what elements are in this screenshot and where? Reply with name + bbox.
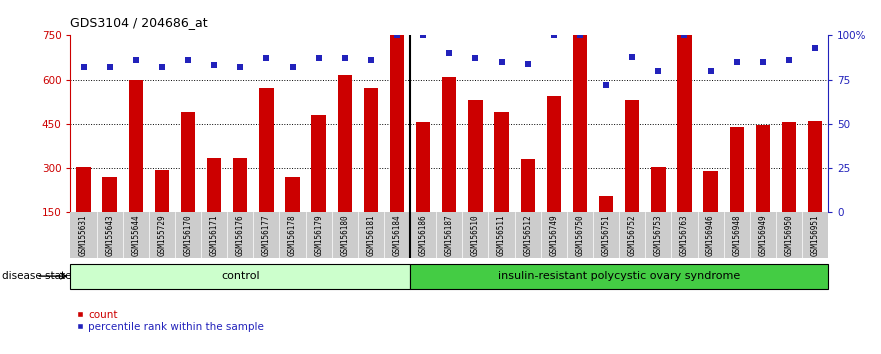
Bar bbox=[337, 75, 352, 212]
Text: control: control bbox=[221, 271, 260, 281]
Text: GSM156752: GSM156752 bbox=[627, 215, 637, 256]
Text: insulin-resistant polycystic ovary syndrome: insulin-resistant polycystic ovary syndr… bbox=[498, 271, 740, 281]
Point bbox=[782, 57, 796, 63]
Point bbox=[677, 33, 692, 38]
Point bbox=[442, 50, 456, 56]
Point bbox=[469, 56, 483, 61]
Text: GSM156170: GSM156170 bbox=[183, 215, 193, 256]
Point bbox=[808, 45, 822, 51]
Text: GSM156948: GSM156948 bbox=[732, 215, 741, 256]
Bar bbox=[808, 121, 822, 212]
Text: disease state: disease state bbox=[2, 271, 71, 281]
Bar bbox=[494, 112, 508, 212]
Text: GSM156186: GSM156186 bbox=[418, 215, 427, 256]
Text: GSM156187: GSM156187 bbox=[445, 215, 454, 256]
Point bbox=[626, 54, 640, 59]
Point bbox=[729, 59, 744, 65]
Bar bbox=[625, 100, 640, 212]
Bar bbox=[129, 80, 143, 212]
Bar bbox=[390, 35, 404, 212]
Text: GSM156512: GSM156512 bbox=[523, 215, 532, 256]
Bar bbox=[411, 264, 828, 289]
Bar bbox=[546, 96, 561, 212]
Text: GSM155631: GSM155631 bbox=[79, 215, 88, 256]
Point bbox=[259, 56, 273, 61]
Bar bbox=[259, 88, 274, 212]
Point bbox=[494, 59, 508, 65]
Text: GSM155729: GSM155729 bbox=[158, 215, 167, 256]
Legend: count, percentile rank within the sample: count, percentile rank within the sample bbox=[76, 310, 264, 332]
Point bbox=[207, 63, 221, 68]
Bar bbox=[573, 35, 587, 212]
Text: GDS3104 / 204686_at: GDS3104 / 204686_at bbox=[70, 16, 208, 29]
Point bbox=[599, 82, 613, 88]
Point bbox=[233, 64, 248, 70]
Point bbox=[704, 68, 718, 74]
Text: GSM156951: GSM156951 bbox=[811, 215, 819, 256]
Point bbox=[651, 68, 665, 74]
Bar bbox=[102, 177, 117, 212]
Text: GSM156749: GSM156749 bbox=[550, 215, 559, 256]
Point bbox=[390, 33, 404, 38]
Bar bbox=[651, 167, 665, 212]
Text: GSM156181: GSM156181 bbox=[366, 215, 375, 256]
Text: GSM156171: GSM156171 bbox=[210, 215, 218, 256]
Point bbox=[547, 33, 561, 38]
Point bbox=[756, 59, 770, 65]
Bar bbox=[416, 122, 430, 212]
Point bbox=[312, 56, 326, 61]
Point bbox=[155, 64, 169, 70]
Bar bbox=[312, 115, 326, 212]
Bar bbox=[70, 264, 411, 289]
Bar bbox=[521, 159, 535, 212]
Text: GSM156751: GSM156751 bbox=[602, 215, 611, 256]
Point bbox=[521, 61, 535, 67]
Bar bbox=[77, 167, 91, 212]
Text: GSM156946: GSM156946 bbox=[706, 215, 715, 256]
Text: GSM156750: GSM156750 bbox=[575, 215, 584, 256]
Bar bbox=[599, 196, 613, 212]
Bar bbox=[729, 127, 744, 212]
Bar bbox=[469, 100, 483, 212]
Bar bbox=[364, 88, 378, 212]
Bar bbox=[285, 177, 300, 212]
Point bbox=[573, 33, 587, 38]
Point bbox=[77, 64, 91, 70]
Text: GSM156510: GSM156510 bbox=[471, 215, 480, 256]
Point bbox=[129, 57, 143, 63]
Text: GSM156763: GSM156763 bbox=[680, 215, 689, 256]
Text: GSM155643: GSM155643 bbox=[105, 215, 115, 256]
Point bbox=[285, 64, 300, 70]
Point bbox=[364, 57, 378, 63]
Bar bbox=[207, 158, 221, 212]
Text: GSM155644: GSM155644 bbox=[131, 215, 140, 256]
Bar bbox=[703, 171, 718, 212]
Bar bbox=[181, 112, 196, 212]
Text: GSM156949: GSM156949 bbox=[759, 215, 767, 256]
Bar bbox=[442, 77, 456, 212]
Text: GSM156511: GSM156511 bbox=[497, 215, 506, 256]
Text: GSM156178: GSM156178 bbox=[288, 215, 297, 256]
Bar bbox=[155, 170, 169, 212]
Text: GSM156950: GSM156950 bbox=[784, 215, 794, 256]
Bar bbox=[233, 158, 248, 212]
Point bbox=[337, 56, 352, 61]
Bar bbox=[756, 125, 770, 212]
Bar bbox=[781, 122, 796, 212]
Point bbox=[102, 64, 116, 70]
Text: GSM156184: GSM156184 bbox=[393, 215, 402, 256]
Point bbox=[416, 33, 430, 38]
Text: GSM156753: GSM156753 bbox=[654, 215, 663, 256]
Text: GSM156176: GSM156176 bbox=[236, 215, 245, 256]
Text: GSM156180: GSM156180 bbox=[340, 215, 349, 256]
Bar bbox=[677, 35, 692, 212]
Point bbox=[181, 57, 195, 63]
Text: GSM156179: GSM156179 bbox=[315, 215, 323, 256]
Text: GSM156177: GSM156177 bbox=[262, 215, 271, 256]
